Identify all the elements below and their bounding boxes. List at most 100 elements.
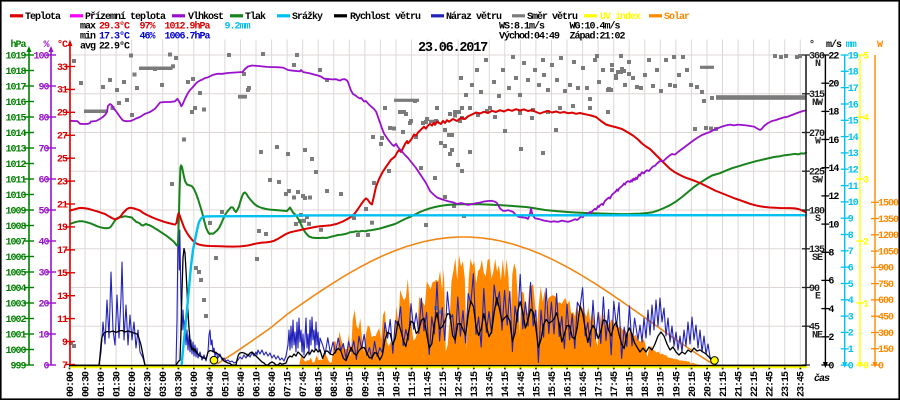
svg-text:21:45: 21:45	[735, 371, 746, 397]
svg-text:1350: 1350	[878, 215, 899, 226]
svg-text:135: 135	[809, 245, 825, 256]
svg-text:23:15: 23:15	[781, 371, 792, 397]
svg-text:13:45: 13:45	[486, 371, 497, 397]
svg-text:9.2mm: 9.2mm	[225, 22, 251, 33]
svg-text:07:45: 07:45	[299, 371, 310, 397]
svg-text:2: 2	[848, 329, 854, 340]
svg-text:Rychlost větru: Rychlost větru	[350, 11, 421, 23]
svg-text:00:00: 00:00	[66, 371, 77, 397]
svg-text:UV index: UV index	[600, 11, 641, 23]
svg-text:11: 11	[848, 182, 859, 193]
svg-text:1: 1	[863, 299, 869, 310]
svg-text:0: 0	[878, 361, 884, 372]
svg-text:08:15: 08:15	[315, 371, 326, 397]
svg-text:1006.7hPa: 1006.7hPa	[165, 31, 211, 43]
svg-text:40: 40	[38, 237, 49, 248]
svg-text:999: 999	[10, 361, 26, 372]
svg-text:15:45: 15:45	[548, 371, 559, 397]
svg-text:315: 315	[809, 90, 825, 101]
svg-text:16: 16	[848, 100, 859, 111]
svg-text:23: 23	[57, 177, 68, 188]
svg-text:16:45: 16:45	[579, 371, 590, 397]
svg-text:14:45: 14:45	[517, 371, 528, 397]
svg-text:WS:8.1m/s: WS:8.1m/s	[499, 21, 545, 33]
svg-text:17.3°C: 17.3°C	[99, 31, 130, 43]
svg-text:20:45: 20:45	[703, 371, 714, 397]
svg-text:Přízemní teplota: Přízemní teplota	[85, 11, 166, 23]
svg-text:avg: avg	[80, 42, 96, 53]
svg-text:SE: SE	[812, 253, 823, 264]
svg-text:NE: NE	[812, 330, 823, 341]
svg-text:6: 6	[828, 277, 834, 288]
svg-text:04:40: 04:40	[206, 371, 217, 397]
svg-text:3: 3	[863, 175, 869, 186]
svg-text:17:45: 17:45	[610, 371, 621, 397]
svg-text:10: 10	[38, 330, 49, 341]
svg-text:1050: 1050	[878, 247, 899, 258]
svg-text:600: 600	[878, 296, 894, 307]
svg-text:23:45: 23:45	[797, 371, 808, 397]
svg-text:18:45: 18:45	[641, 371, 652, 397]
svg-text:23.06.2017: 23.06.2017	[418, 41, 488, 56]
svg-text:02:30: 02:30	[144, 371, 155, 397]
svg-text:07:15: 07:15	[284, 371, 295, 397]
svg-text:16: 16	[828, 136, 839, 147]
svg-text:13:15: 13:15	[470, 371, 481, 397]
svg-text:1004: 1004	[5, 284, 26, 295]
svg-text:150: 150	[878, 345, 894, 356]
svg-text:270: 270	[809, 129, 825, 140]
svg-text:E: E	[815, 292, 821, 303]
svg-text:Směr větru: Směr větru	[527, 11, 578, 23]
svg-text:1008: 1008	[5, 222, 26, 233]
svg-text:1007: 1007	[5, 237, 26, 248]
svg-text:4: 4	[828, 305, 834, 316]
svg-text:1010: 1010	[5, 191, 26, 202]
svg-text:09:15: 09:15	[346, 371, 357, 397]
svg-text:17: 17	[848, 84, 859, 95]
svg-text:02:00: 02:00	[128, 371, 139, 397]
svg-text:1006: 1006	[5, 253, 26, 264]
svg-text:13: 13	[848, 149, 859, 160]
svg-text:20:15: 20:15	[688, 371, 699, 397]
svg-text:4: 4	[863, 113, 869, 124]
svg-text:03:30: 03:30	[175, 371, 186, 397]
svg-text:15: 15	[848, 117, 859, 128]
svg-text:17:15: 17:15	[595, 371, 606, 397]
svg-text:46%: 46%	[140, 32, 156, 43]
svg-text:1500: 1500	[878, 199, 899, 210]
svg-text:SW: SW	[812, 175, 823, 186]
svg-text:90: 90	[809, 284, 820, 295]
svg-text:WG:10.4m/s: WG:10.4m/s	[570, 21, 621, 33]
svg-text:1017: 1017	[5, 82, 26, 93]
svg-text:mm: mm	[846, 40, 857, 51]
svg-text:11:15: 11:15	[408, 371, 419, 397]
svg-text:22.9°C: 22.9°C	[99, 41, 130, 53]
svg-text:01:30: 01:30	[113, 371, 124, 397]
svg-text:90: 90	[38, 82, 49, 93]
svg-text:33: 33	[57, 63, 68, 74]
svg-text:1000: 1000	[5, 346, 26, 357]
svg-text:0: 0	[848, 361, 854, 372]
svg-text:04:00: 04:00	[190, 371, 201, 397]
svg-text:1003: 1003	[5, 299, 26, 310]
svg-text:17: 17	[57, 246, 68, 257]
svg-text:1013: 1013	[5, 144, 26, 155]
svg-text:300: 300	[878, 329, 894, 340]
svg-text:7: 7	[848, 247, 854, 258]
svg-text:W: W	[877, 40, 883, 51]
svg-text:19: 19	[848, 51, 859, 62]
svg-text:18:15: 18:15	[626, 371, 637, 397]
svg-text:°: °	[809, 39, 814, 51]
svg-text:1019: 1019	[5, 51, 26, 62]
svg-text:29.3°C: 29.3°C	[99, 21, 130, 33]
svg-text:1018: 1018	[5, 67, 26, 78]
svg-text:1014: 1014	[5, 129, 26, 140]
svg-text:8: 8	[828, 249, 834, 260]
svg-text:7: 7	[62, 361, 68, 372]
svg-text:N: N	[815, 59, 821, 70]
svg-text:06:40: 06:40	[268, 371, 279, 397]
svg-text:45: 45	[809, 323, 820, 334]
svg-text:21:15: 21:15	[719, 371, 730, 397]
svg-text:10: 10	[848, 198, 859, 209]
svg-text:1015: 1015	[5, 113, 26, 124]
